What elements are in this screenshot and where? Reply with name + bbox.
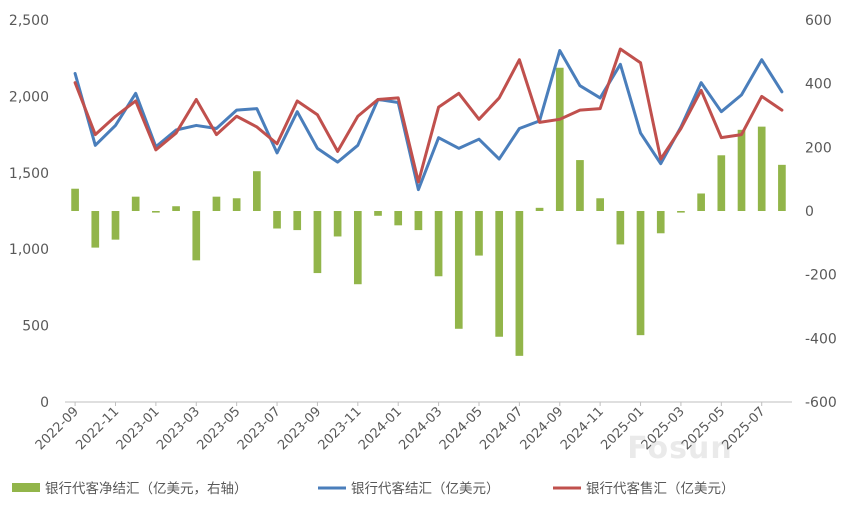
watermark: Fosun [627,431,732,466]
net-settlement-bar [576,160,584,211]
legend-label: 银行代客售汇（亿美元） [586,480,735,497]
net-settlement-bars [71,67,786,356]
net-settlement-bar [535,207,544,211]
legend-label: 银行代客净结汇（亿美元，右轴） [45,480,248,497]
line-series [73,47,784,192]
net-settlement-bar [515,211,524,356]
net-settlement-bar [737,129,746,211]
legend-item: 银行代客结汇（亿美元） [318,480,500,497]
x-tick-label: 2024-07 [477,404,526,453]
net-settlement-bar [616,211,625,245]
sales-line [73,47,784,184]
x-tick-label: 2024-09 [518,404,567,453]
x-tick-label: 2024-01 [356,404,405,453]
left-tick-label: 2,500 [9,13,49,29]
net-settlement-bar [778,164,786,211]
x-tick-label: 2023-01 [114,404,163,453]
right-tick-label: 200 [805,140,832,156]
net-settlement-bar [636,211,645,336]
net-settlement-bar [172,206,180,211]
net-settlement-bar [454,211,463,329]
net-settlement-bar [232,198,241,211]
x-tick-label: 2024-05 [437,404,486,453]
legend-item: 银行代客净结汇（亿美元，右轴） [12,480,248,497]
right-tick-label: -400 [805,331,837,347]
x-tick-label: 2022-11 [73,404,122,453]
net-settlement-bar [596,198,604,211]
net-settlement-bar [697,193,705,211]
right-tick-label: 400 [805,77,832,93]
net-settlement-bar [91,211,100,248]
net-settlement-bar [555,67,564,211]
left-tick-label: 0 [40,395,49,411]
x-tick-label: 2025-07 [720,404,769,453]
x-tick-label: 2024-03 [396,404,445,453]
left-tick-label: 1,500 [9,166,49,182]
left-axis-ticks: 0 500 1,000 1,500 2,000 2,500 [9,13,49,411]
net-settlement-bar [495,211,504,337]
net-settlement-bar [434,211,443,277]
x-tick-label: 2024-11 [558,404,607,453]
net-settlement-bar [414,211,423,231]
right-tick-label: -600 [805,395,837,411]
net-settlement-bar [374,211,382,216]
net-settlement-bar [313,211,322,274]
net-settlement-bar [111,211,120,240]
legend: 银行代客净结汇（亿美元，右轴） 银行代客结汇（亿美元） 银行代客售汇（亿美元） [12,480,735,497]
net-settlement-bar [353,211,362,285]
x-tick-label: 2023-11 [316,404,365,453]
settlement-line [73,49,784,192]
x-tick-label: 2023-03 [154,404,203,453]
net-settlement-bar [293,211,302,231]
x-tick-label: 2022-09 [33,404,82,453]
legend-item: 银行代客售汇（亿美元） [553,480,735,497]
legend-swatch-bar [12,483,40,492]
right-tick-label: -200 [805,268,837,284]
left-tick-label: 1,000 [9,242,49,258]
right-tick-label: 600 [805,13,832,29]
left-tick-label: 500 [22,319,49,335]
right-axis-ticks: -600 -400 -200 0 200 400 600 [805,13,837,411]
net-settlement-bar [152,211,160,213]
net-settlement-bar [192,211,201,261]
net-settlement-bar [131,196,140,211]
net-settlement-bar [394,211,403,226]
net-settlement-bar [475,211,483,256]
watermark-text: Fosun [627,431,732,466]
net-settlement-bar [71,188,79,211]
right-tick-label: 0 [805,204,814,220]
x-tick-label: 2023-07 [235,404,284,453]
x-tick-label: 2023-05 [194,404,243,453]
net-settlement-bar [253,171,261,211]
net-settlement-bar [677,211,685,213]
net-settlement-bar [273,211,281,229]
net-settlement-bar [333,211,342,237]
left-tick-label: 2,000 [9,89,49,105]
net-settlement-bar [656,211,665,234]
net-settlement-bar [757,126,766,211]
x-tick-label: 2023-09 [275,404,324,453]
net-settlement-bar [717,155,726,211]
legend-label: 银行代客结汇（亿美元） [351,480,500,497]
net-settlement-bar [212,196,221,211]
